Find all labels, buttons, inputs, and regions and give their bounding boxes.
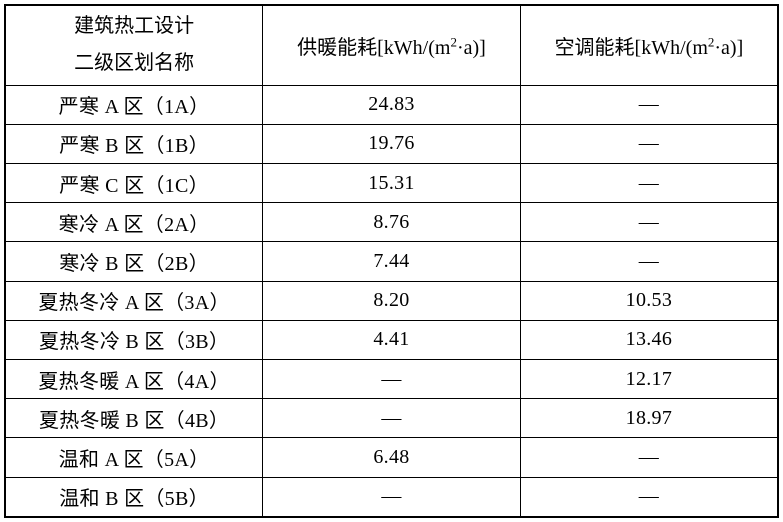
zone-name-cell: 夏热冬冷 A 区（3A） <box>4 280 264 321</box>
heating-header-unit-suffix: ·a)] <box>456 36 486 59</box>
cooling-unit-superscript: 2 <box>707 34 715 50</box>
table-row: 严寒 C 区（1C） 15.31 — <box>4 162 779 204</box>
table-row: 夏热冬冷 A 区（3A） 8.20 10.53 <box>4 280 779 321</box>
table-row: 寒冷 A 区（2A） 8.76 — <box>4 202 779 243</box>
zone-name-cell: 夏热冬冷 B 区（3B） <box>4 319 264 360</box>
table-row: 温和 A 区（5A） 6.48 — <box>4 437 779 478</box>
cooling-value-cell: — <box>519 437 779 478</box>
heating-energy-header: 供暖能耗[kWh/(m2·a)] <box>262 4 521 86</box>
table-row: 严寒 A 区（1A） 24.83 — <box>4 84 779 125</box>
cooling-header-text: 空调能耗[kWh/(m <box>554 36 708 59</box>
cooling-value-cell: — <box>519 162 779 204</box>
heating-value-cell: — <box>262 358 521 400</box>
heating-value-cell: 7.44 <box>262 241 521 282</box>
table-row: 夏热冬暖 B 区（4B） — 18.97 <box>4 398 779 439</box>
table-row: 夏热冬冷 B 区（3B） 4.41 13.46 <box>4 319 779 360</box>
cooling-value-cell: — <box>519 241 779 282</box>
heating-unit-superscript: 2 <box>450 34 457 50</box>
heating-value-cell: 8.20 <box>262 280 521 321</box>
cooling-value-cell: — <box>519 202 779 243</box>
cooling-value-cell: 10.53 <box>519 280 779 321</box>
zone-name-cell: 夏热冬暖 B 区（4B） <box>4 398 264 439</box>
heating-value-cell: 19.76 <box>262 123 521 164</box>
cooling-header-unit-suffix: ·a)] <box>714 36 744 59</box>
zone-name-cell: 温和 A 区（5A） <box>4 437 264 478</box>
heating-header-text: 供暖能耗[kWh/(m <box>297 36 451 59</box>
heating-value-cell: 6.48 <box>262 437 521 478</box>
table-header: 建筑热工设计 二级区划名称 供暖能耗[kWh/(m2·a)] 空调能耗[kWh/… <box>4 4 779 86</box>
cooling-value-cell: 13.46 <box>519 319 779 360</box>
table-body: 严寒 A 区（1A） 24.83 — 严寒 B 区（1B） 19.76 — 严寒… <box>4 84 779 518</box>
zone-name-cell: 寒冷 A 区（2A） <box>4 202 264 243</box>
cooling-value-cell: — <box>519 84 779 125</box>
heating-value-cell: 8.76 <box>262 202 521 243</box>
heating-value-cell: 15.31 <box>262 162 521 204</box>
zone-name-cell: 严寒 A 区（1A） <box>4 84 264 125</box>
heating-value-cell: — <box>262 398 521 439</box>
zone-name-header: 建筑热工设计 二级区划名称 <box>4 4 264 86</box>
cooling-value-cell: 18.97 <box>519 398 779 439</box>
table-row: 寒冷 B 区（2B） 7.44 — <box>4 241 779 282</box>
heating-value-cell: — <box>262 476 521 518</box>
zone-name-cell: 夏热冬暖 A 区（4A） <box>4 358 264 400</box>
zone-name-cell: 温和 B 区（5B） <box>4 476 264 518</box>
zone-name-cell: 严寒 B 区（1B） <box>4 123 264 164</box>
table-row: 温和 B 区（5B） — — <box>4 476 779 518</box>
cooling-value-cell: — <box>519 476 779 518</box>
cooling-energy-header: 空调能耗[kWh/(m2·a)] <box>519 4 779 86</box>
thermal-zone-energy-table: 建筑热工设计 二级区划名称 供暖能耗[kWh/(m2·a)] 空调能耗[kWh/… <box>4 4 779 518</box>
zone-header-line1: 建筑热工设计 <box>74 15 195 38</box>
header-row: 建筑热工设计 二级区划名称 供暖能耗[kWh/(m2·a)] 空调能耗[kWh/… <box>4 4 779 86</box>
heating-value-cell: 24.83 <box>262 84 521 125</box>
table-row: 严寒 B 区（1B） 19.76 — <box>4 123 779 164</box>
heating-value-cell: 4.41 <box>262 319 521 360</box>
zone-name-cell: 严寒 C 区（1C） <box>4 162 264 204</box>
table-row: 夏热冬暖 A 区（4A） — 12.17 <box>4 358 779 400</box>
zone-header-line2: 二级区划名称 <box>74 52 195 75</box>
cooling-value-cell: 12.17 <box>519 358 779 400</box>
cooling-value-cell: — <box>519 123 779 164</box>
zone-name-cell: 寒冷 B 区（2B） <box>4 241 264 282</box>
